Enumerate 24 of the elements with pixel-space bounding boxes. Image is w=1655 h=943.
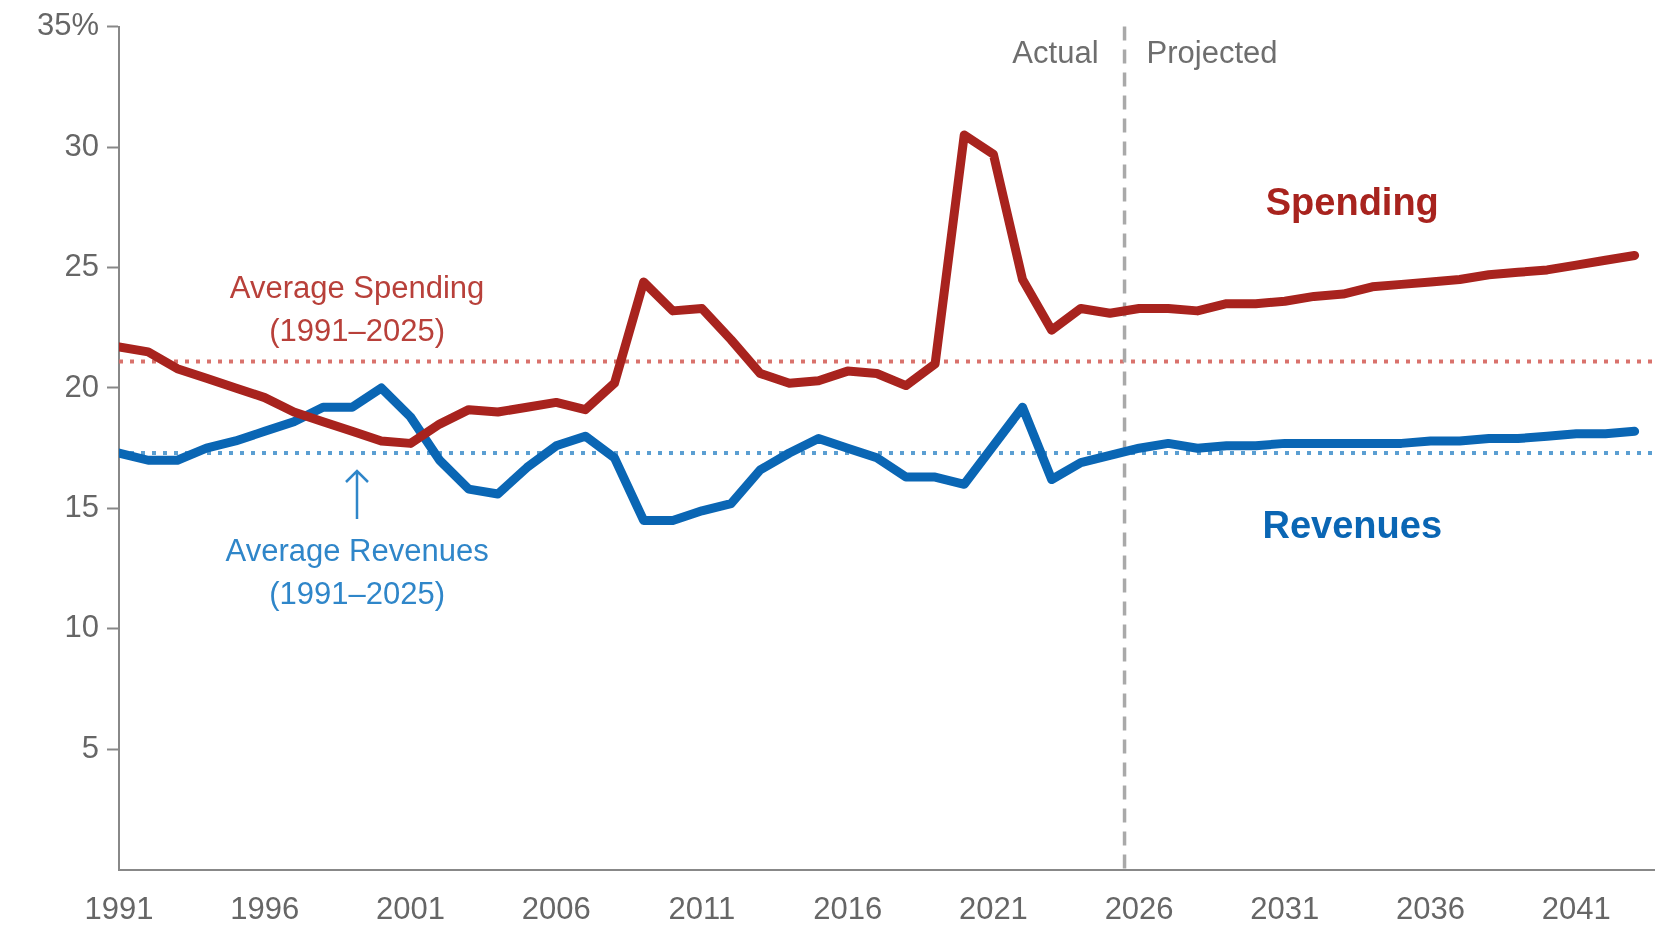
x-tick-label: 2001 <box>375 890 445 926</box>
x-tick-label: 2016 <box>813 890 883 926</box>
x-tick-label: 1996 <box>230 890 300 926</box>
annotation: Projected <box>1146 34 1278 70</box>
y-tick-label: 15 <box>64 488 99 524</box>
y-tick-label: 5 <box>81 729 99 765</box>
x-tick-label: 1991 <box>84 890 154 926</box>
y-tick-label: 30 <box>64 127 99 163</box>
y-tick-label: 35% <box>36 7 99 43</box>
y-tick-label: 10 <box>64 609 99 645</box>
x-tick-label: 2026 <box>1104 890 1174 926</box>
y-tick-label: 20 <box>64 368 99 404</box>
x-tick-label: 2036 <box>1396 890 1466 926</box>
annotation: Actual <box>1012 34 1099 70</box>
x-tick-label: 2041 <box>1541 890 1611 926</box>
x-tick-label: 2011 <box>668 890 736 926</box>
series-label: Spending <box>1265 180 1439 223</box>
x-tick-label: 2031 <box>1250 890 1320 926</box>
series-label: Revenues <box>1262 504 1443 547</box>
x-tick-label: 2006 <box>521 890 591 926</box>
x-tick-label: 2021 <box>958 890 1028 926</box>
y-tick-label: 25 <box>64 248 99 284</box>
ref-line-label: Average Revenues (1991–2025) <box>225 533 489 612</box>
ref-line-label: Average Spending (1991–2025) <box>229 270 485 349</box>
